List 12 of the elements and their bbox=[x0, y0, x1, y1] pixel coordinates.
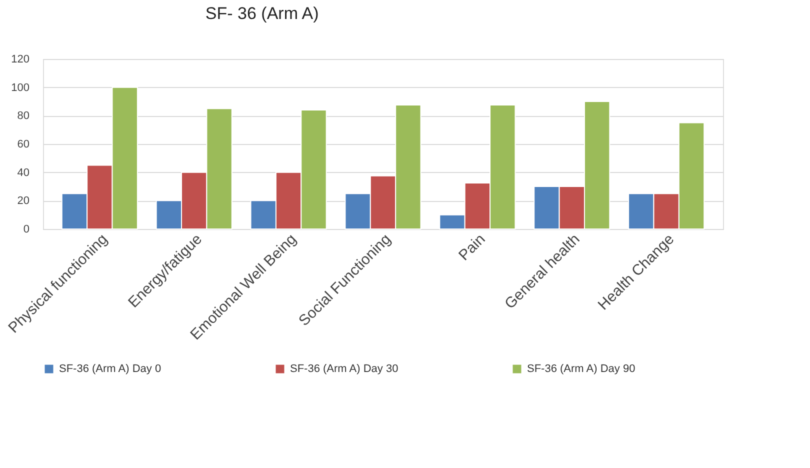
legend-label: SF-36 (Arm A) Day 90 bbox=[527, 363, 636, 375]
y-tick-label: 80 bbox=[17, 110, 30, 122]
y-tick-label: 60 bbox=[17, 138, 30, 150]
y-tick-label: 20 bbox=[17, 195, 30, 208]
legend-label: SF-36 (Arm A) Day 30 bbox=[290, 363, 398, 375]
y-tick-label: 40 bbox=[17, 166, 30, 179]
legend-label: SF-36 (Arm A) Day 0 bbox=[59, 363, 162, 375]
chart-title: SF- 36 (Arm A) bbox=[205, 4, 319, 23]
y-tick-label: 100 bbox=[11, 82, 30, 94]
x-tick-label: Pain bbox=[456, 230, 489, 264]
y-tick-label: 0 bbox=[23, 224, 30, 236]
y-tick-label: 120 bbox=[11, 54, 30, 66]
